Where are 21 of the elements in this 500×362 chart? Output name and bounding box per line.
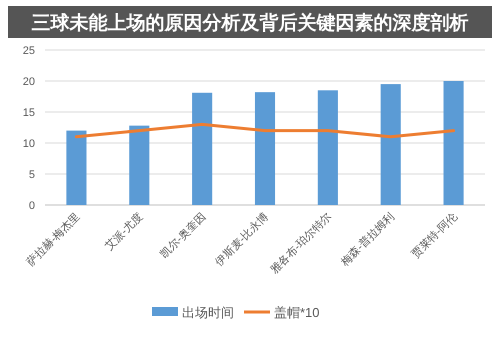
x-tick-label: 贾莱特-阿伦 [409, 210, 460, 261]
bar [192, 92, 212, 205]
bar [318, 90, 338, 205]
bar [129, 126, 150, 205]
y-tick-label: 0 [28, 200, 35, 212]
bar [254, 92, 276, 205]
y-tick-label: 10 [22, 138, 35, 150]
bar [444, 81, 464, 205]
y-tick-label: 15 [22, 107, 35, 119]
bar [66, 130, 86, 205]
y-tick-label: 25 [22, 45, 35, 57]
chart-title: 三球未能上场的原因分析及背后关键因素的深度剖析 [32, 12, 468, 34]
legend-label: 出场时间 [182, 305, 234, 320]
bar [380, 84, 401, 205]
y-tick-label: 20 [22, 76, 35, 88]
legend-label: 盖帽*10 [274, 305, 320, 320]
x-tick-label: 艾派-尤度 [102, 210, 146, 253]
x-tick-label: 凯尔-奥奎因 [158, 210, 208, 261]
x-tick-label: 梅森-普拉姆利 [338, 210, 397, 270]
y-tick-label: 5 [28, 169, 35, 181]
x-tick-label: 萨拉赫-梅杰里 [24, 210, 83, 268]
